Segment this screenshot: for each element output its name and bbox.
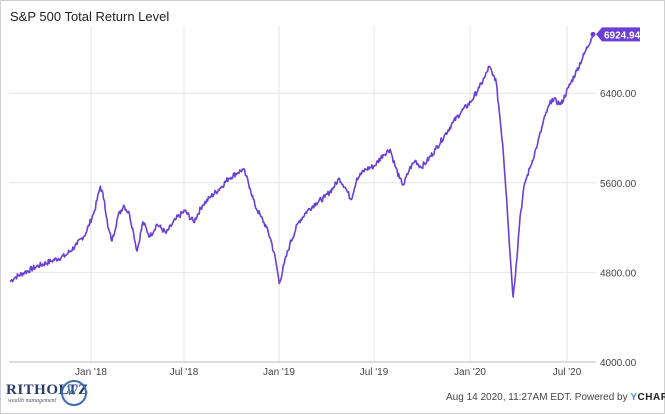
logo-circle-icon <box>61 380 87 406</box>
ritholtz-logo: RITHOLTZ wealth management W <box>6 380 106 408</box>
y-tick-label: 5600.00 <box>600 179 637 190</box>
last-value-badge <box>596 27 640 42</box>
ycharts-brand-y: Y <box>630 392 638 403</box>
y-tick-label: 6400.00 <box>600 89 637 100</box>
y-tick-label: 4800.00 <box>600 268 637 279</box>
footer-timestamp: Aug 14 2020, 11:27AM EDT. Powered by <box>446 392 631 403</box>
x-tick-label: Jul '20 <box>553 367 582 378</box>
last-value-label: 6924.94 <box>604 30 641 41</box>
logo-monogram-icon: W <box>66 383 78 398</box>
y-tick-label: 4000.00 <box>600 358 637 369</box>
series-line <box>9 34 594 298</box>
last-value-dot <box>590 31 596 37</box>
x-tick-label: Jul '18 <box>170 367 199 378</box>
logo-tagline: wealth management <box>8 398 57 404</box>
x-tick-label: Jan '20 <box>454 367 486 378</box>
ycharts-brand-rest: CHARTS <box>637 392 665 403</box>
x-tick-label: Jan '19 <box>263 367 295 378</box>
ycharts-brand[interactable]: YCHARTS <box>630 392 665 403</box>
chart-title: S&P 500 Total Return Level <box>10 9 170 24</box>
footer-attribution: Aug 14 2020, 11:27AM EDT. Powered by YCH… <box>446 392 665 403</box>
x-tick-label: Jul '19 <box>360 367 389 378</box>
x-tick-label: Jan '18 <box>75 367 107 378</box>
